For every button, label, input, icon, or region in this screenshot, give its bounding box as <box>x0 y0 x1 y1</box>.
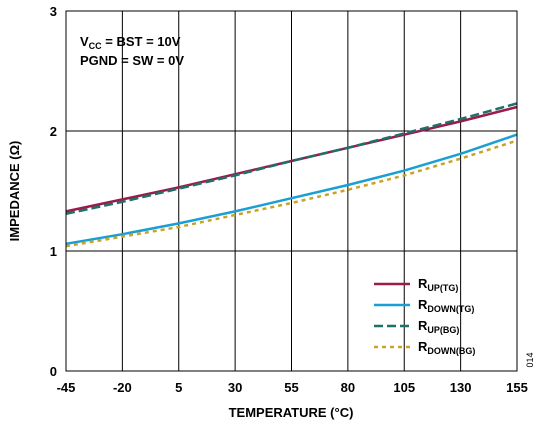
y-tick-label: 0 <box>50 364 57 379</box>
x-tick-label: 55 <box>284 380 298 395</box>
annotation-line-1: VCC = BST = 10V <box>80 34 181 51</box>
x-tick-label: 30 <box>228 380 242 395</box>
legend-label-sub: DOWN(TG) <box>427 304 474 314</box>
x-tick-label: 105 <box>393 380 415 395</box>
legend-label-sub: UP(BG) <box>427 325 459 335</box>
y-tick-label: 3 <box>50 4 57 19</box>
x-tick-labels: -45 -20 5 30 55 80 105 130 155 <box>57 380 528 395</box>
plot-frame <box>65 10 518 372</box>
x-axis-label: TEMPERATURE (°C) <box>229 405 354 420</box>
x-tick-label: 80 <box>341 380 355 395</box>
y-axis-label: IMPEDANCE (Ω) <box>7 141 22 242</box>
legend-label-main: R <box>418 318 428 333</box>
annotation-vcc-main: V <box>80 34 89 49</box>
x-tick-label: 130 <box>450 380 472 395</box>
y-tick-label: 1 <box>50 244 57 259</box>
legend-label: RUP(BG) <box>418 318 459 335</box>
x-tick-label: -20 <box>113 380 132 395</box>
x-tick-label: 5 <box>175 380 182 395</box>
annotation-vcc-sub: CC <box>89 41 102 51</box>
series-line-down-tg <box>65 133 518 246</box>
legend-label-main: R <box>418 339 428 354</box>
legend-label: RDOWN(TG) <box>418 297 474 314</box>
y-tick-labels: 0 1 2 3 <box>50 4 57 379</box>
annotation-vcc-rest: = BST = 10V <box>102 34 181 49</box>
series-layer <box>65 102 518 248</box>
series-line-down-bg <box>65 139 518 248</box>
y-tick-label: 2 <box>50 124 57 139</box>
annotation-line-2: PGND = SW = 0V <box>80 53 184 68</box>
legend-label: RUP(TG) <box>418 276 458 293</box>
figure-id: 014 <box>525 352 535 367</box>
legend-label-main: R <box>418 276 428 291</box>
legend: RUP(TG)RDOWN(TG)RUP(BG)RDOWN(BG) <box>374 276 475 356</box>
series-line-up-tg <box>65 105 518 213</box>
legend-label: RDOWN(BG) <box>418 339 475 356</box>
x-tick-label: -45 <box>57 380 76 395</box>
x-tick-label: 155 <box>506 380 528 395</box>
conditions-annotation: VCC = BST = 10V PGND = SW = 0V <box>80 34 184 68</box>
legend-label-sub: UP(TG) <box>427 283 458 293</box>
legend-label-main: R <box>418 297 428 312</box>
legend-label-sub: DOWN(BG) <box>427 346 475 356</box>
